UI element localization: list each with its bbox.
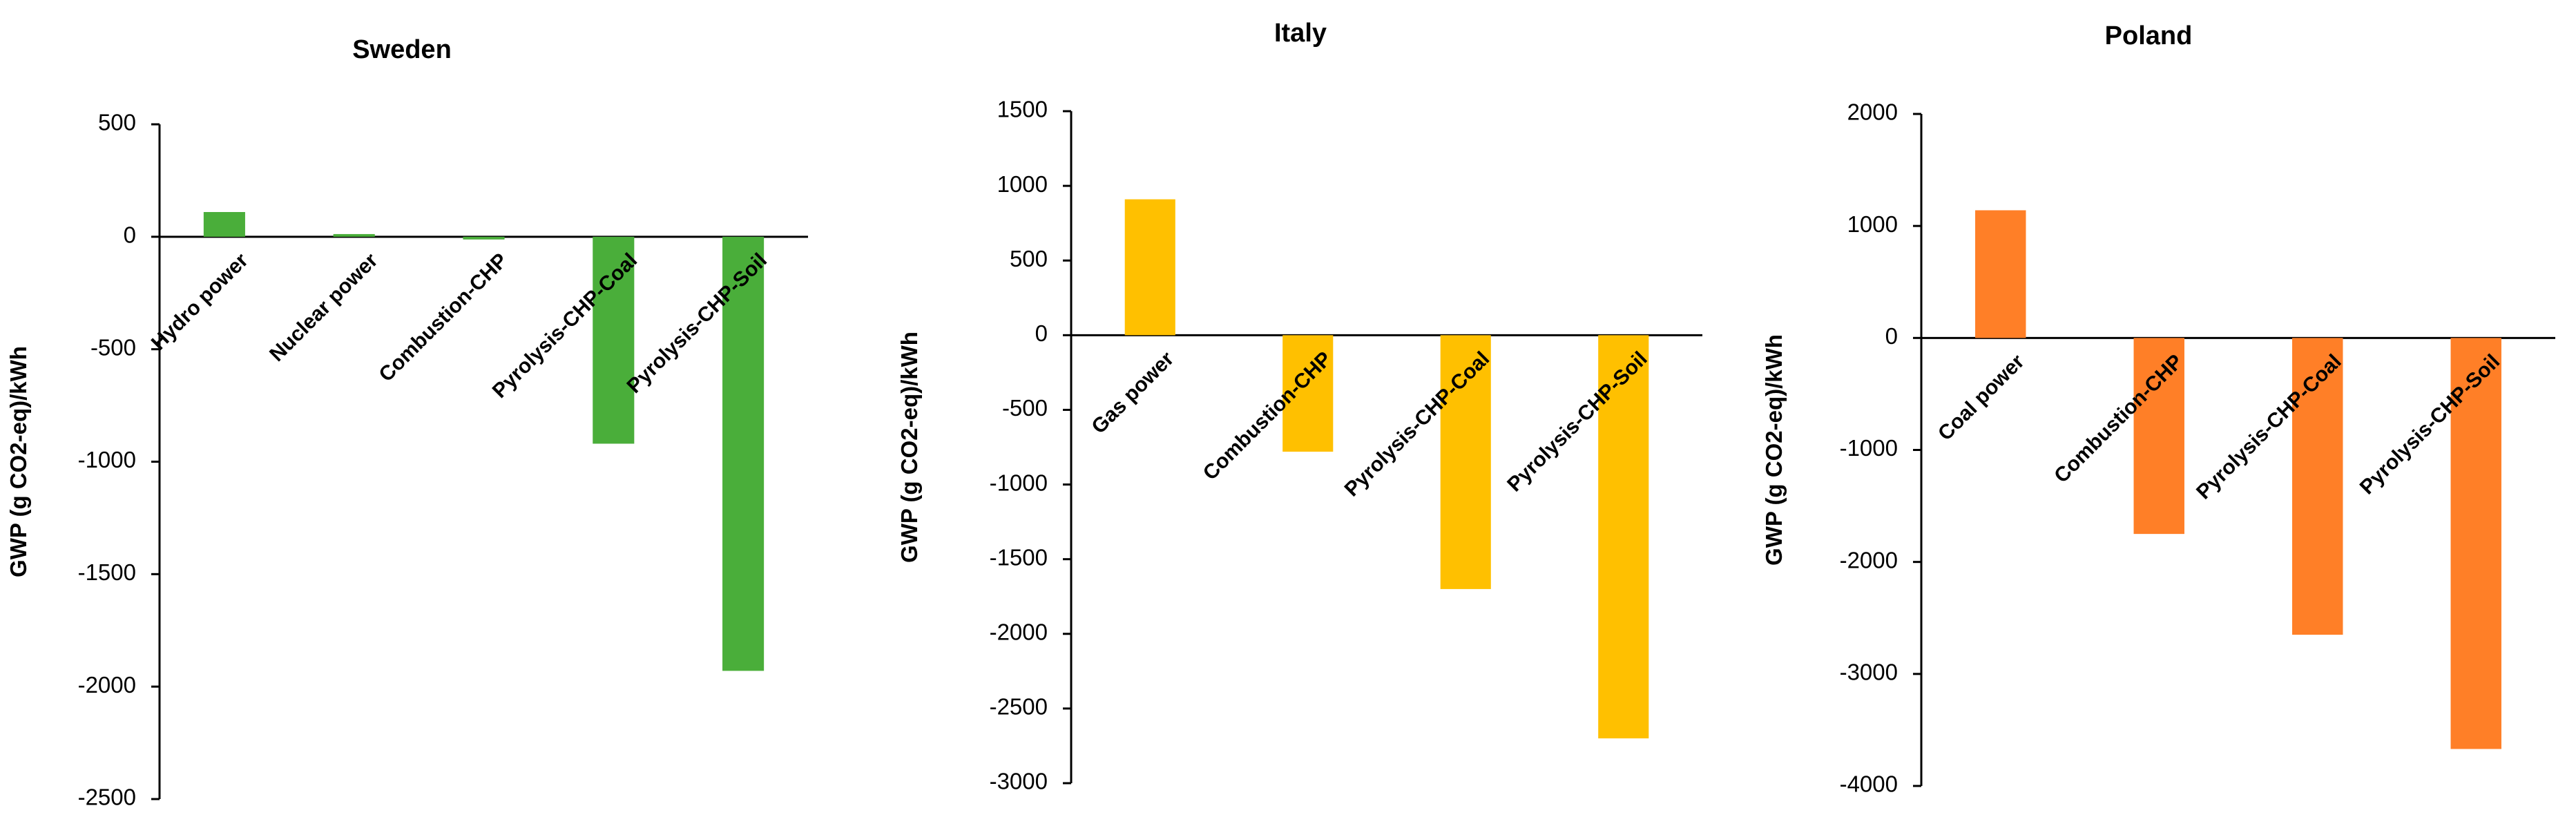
category-label: Hydro power	[147, 249, 253, 354]
bar	[722, 236, 765, 671]
y-tick-label: 500	[98, 110, 136, 135]
bar	[1598, 335, 1649, 739]
y-tick-label: -1000	[78, 447, 136, 472]
y-tick-label: -2500	[990, 694, 1048, 720]
bar	[463, 236, 505, 240]
bar	[1124, 199, 1175, 336]
y-axis-label: GWP (g CO2-eq)/kWh	[6, 346, 31, 577]
chart-title: Poland	[2105, 21, 2193, 50]
y-tick-label: 1000	[1847, 211, 1898, 237]
y-tick-label: -3000	[1840, 660, 1898, 685]
bar	[203, 212, 245, 237]
bar	[1975, 210, 2026, 338]
y-tick-label: 0	[1885, 323, 1898, 349]
y-tick-label: -2000	[78, 672, 136, 698]
bar	[593, 236, 635, 444]
y-tick-label: -1500	[990, 544, 1048, 570]
chart-title: Sweden	[352, 35, 452, 64]
bar	[2292, 338, 2343, 635]
y-axis-label: GWP (g CO2-eq)/kWh	[896, 332, 922, 563]
y-tick-label: -1500	[78, 559, 136, 585]
category-label: Coal power	[1934, 350, 2029, 445]
y-axis-label: GWP (g CO2-eq)/kWh	[1761, 334, 1787, 566]
y-tick-label: -2000	[990, 619, 1048, 644]
bar	[2450, 338, 2501, 749]
y-tick-label: -2500	[78, 785, 136, 810]
category-label: Gas power	[1087, 347, 1178, 439]
chart-title: Italy	[1274, 19, 1327, 48]
y-tick-label: 0	[124, 222, 136, 248]
y-tick-label: -1000	[990, 470, 1048, 495]
bar	[1440, 335, 1491, 589]
category-label: Nuclear power	[265, 249, 383, 366]
y-tick-label: -500	[1002, 395, 1048, 421]
y-tick-label: -3000	[990, 769, 1048, 794]
y-tick-label: 500	[1010, 246, 1048, 271]
y-tick-label: 1500	[997, 97, 1048, 122]
y-tick-label: 2000	[1847, 99, 1898, 125]
y-tick-label: -4000	[1840, 771, 1898, 797]
bar	[333, 233, 375, 237]
y-tick-label: -1000	[1840, 435, 1898, 461]
category-label: Combustion-CHP	[375, 249, 512, 386]
y-tick-label: 1000	[997, 171, 1048, 197]
y-tick-label: -2000	[1840, 547, 1898, 573]
bar	[2133, 338, 2184, 535]
bar	[1282, 335, 1334, 452]
y-tick-label: 0	[1035, 320, 1048, 346]
y-tick-label: -500	[90, 334, 136, 360]
